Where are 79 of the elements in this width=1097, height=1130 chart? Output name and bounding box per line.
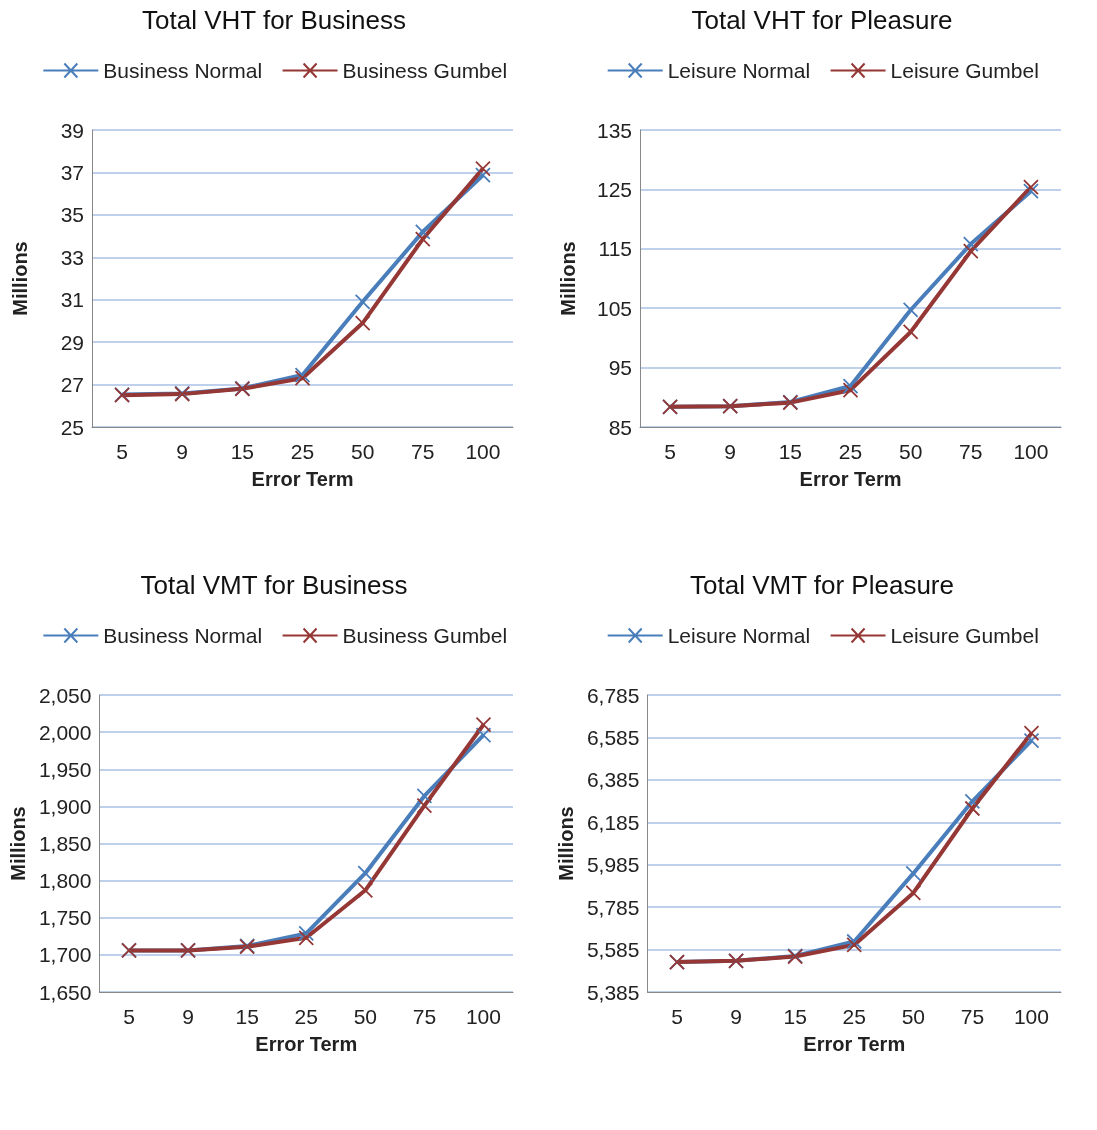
y-tick-label: 85 (608, 415, 632, 439)
y-tick-label: 1,850 (38, 832, 92, 855)
y-tick-label: 5,585 (586, 938, 640, 962)
chart-title: Total VHT for Pleasure (691, 5, 953, 35)
x-tick-label: 25 (838, 440, 863, 463)
x-tick-label: 75 (960, 1005, 985, 1028)
x-tick-label: 75 (411, 440, 435, 463)
legend-label: Business Gumbel (342, 59, 508, 82)
x-tick-label: 9 (730, 1005, 742, 1028)
x-tick-label: 25 (294, 1005, 318, 1028)
y-axis-title: Millions (557, 241, 579, 316)
y-tick-label: 29 (60, 330, 84, 354)
y-tick-label: 27 (60, 373, 84, 397)
x-tick-label: 50 (350, 440, 375, 463)
y-tick-label: 5,985 (586, 853, 640, 877)
x-tick-label: 50 (901, 1005, 925, 1028)
x-axis-title: Error Term (255, 1033, 358, 1055)
y-tick-label: 1,800 (38, 869, 92, 893)
y-tick-label: 6,585 (586, 725, 640, 749)
y-tick-label: 105 (596, 296, 632, 320)
y-tick-label: 39 (60, 118, 84, 142)
x-tick-label: 100 (1013, 440, 1049, 463)
legend-label: Leisure Normal (667, 59, 811, 82)
chart-title: Total VMT for Pleasure (690, 570, 954, 600)
y-tick-label: 5,785 (586, 895, 640, 919)
x-tick-label: 50 (898, 440, 923, 463)
legend-label: Business Normal (103, 59, 263, 82)
y-tick-label: 1,750 (38, 906, 92, 930)
x-tick-label: 5 (123, 1005, 135, 1028)
x-axis-title: Error Term (803, 1033, 906, 1055)
x-tick-label: 5 (664, 440, 676, 463)
legend-label: Leisure Gumbel (890, 59, 1039, 82)
y-tick-label: 2,000 (38, 720, 92, 744)
x-tick-label: 9 (724, 440, 737, 463)
x-tick-label: 15 (235, 1005, 259, 1028)
x-tick-label: 15 (783, 1005, 807, 1028)
y-tick-label: 2,050 (38, 683, 92, 707)
legend-label: Leisure Normal (667, 624, 811, 647)
y-axis-title: Millions (7, 806, 29, 881)
legend-label: Business Normal (103, 624, 263, 647)
y-tick-label: 35 (60, 203, 84, 227)
y-tick-label: 31 (60, 288, 84, 312)
y-tick-label: 1,650 (38, 980, 92, 1004)
x-tick-label: 25 (290, 440, 315, 463)
y-tick-label: 125 (596, 177, 632, 201)
y-tick-label: 6,185 (586, 810, 640, 834)
y-tick-label: 1,950 (38, 757, 92, 781)
y-tick-label: 1,900 (38, 794, 92, 818)
x-axis-title: Error Term (799, 468, 902, 490)
x-tick-label: 25 (842, 1005, 866, 1028)
x-tick-label: 9 (182, 1005, 194, 1028)
y-tick-label: 5,385 (586, 980, 640, 1004)
y-tick-label: 115 (598, 237, 632, 261)
y-tick-label: 37 (60, 160, 84, 184)
y-tick-label: 135 (596, 118, 632, 142)
x-axis-title: Error Term (251, 468, 354, 490)
y-tick-label: 95 (608, 356, 632, 380)
x-tick-label: 15 (230, 440, 255, 463)
y-axis-title: Millions (555, 806, 577, 881)
x-tick-label: 75 (959, 440, 983, 463)
y-tick-label: 6,785 (586, 683, 640, 707)
y-axis-title: Millions (9, 241, 31, 316)
y-tick-label: 25 (60, 415, 84, 439)
legend-label: Leisure Gumbel (890, 624, 1039, 647)
x-tick-label: 100 (465, 440, 501, 463)
x-tick-label: 100 (1013, 1005, 1049, 1028)
y-tick-label: 33 (60, 245, 84, 269)
x-tick-label: 15 (778, 440, 803, 463)
x-tick-label: 5 (671, 1005, 683, 1028)
x-tick-label: 75 (412, 1005, 437, 1028)
chart-title: Total VMT for Business (140, 570, 408, 600)
x-tick-label: 9 (176, 440, 189, 463)
y-tick-label: 6,385 (586, 768, 640, 792)
x-tick-label: 100 (465, 1005, 501, 1028)
legend-label: Business Gumbel (342, 624, 508, 647)
x-tick-label: 50 (353, 1005, 377, 1028)
x-tick-label: 5 (116, 440, 128, 463)
chart-title: Total VHT for Business (142, 5, 406, 35)
y-tick-label: 1,700 (38, 943, 92, 967)
